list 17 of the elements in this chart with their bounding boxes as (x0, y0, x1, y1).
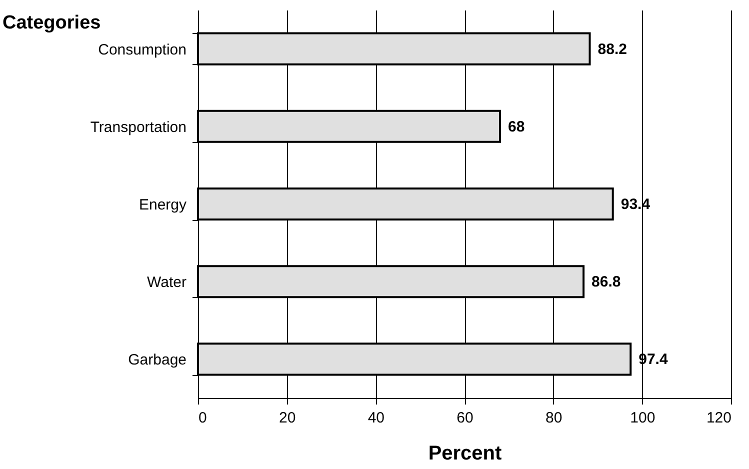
x-tick-label: 120 (706, 410, 732, 426)
y-tick-label: Garbage (128, 352, 186, 369)
x-tick-label: 40 (368, 410, 385, 426)
x-axis-title: Percent (428, 442, 502, 464)
data-label: 88.2 (598, 40, 627, 58)
y-tick-label: Water (147, 274, 186, 292)
x-tick-label: 80 (545, 410, 562, 426)
y-tick-label: Consumption (98, 41, 186, 58)
x-tick-label: 100 (630, 410, 656, 426)
x-tick-label: 20 (278, 410, 296, 426)
data-label: 86.8 (592, 274, 621, 291)
data-label: 68 (508, 118, 525, 136)
x-tick-label: 0 (198, 410, 207, 426)
y-axis-title: Categories (2, 12, 101, 34)
y-tick-label: Energy (138, 196, 187, 214)
y-tick-label: Transportation (90, 118, 186, 136)
x-tick-label: 60 (456, 410, 474, 426)
